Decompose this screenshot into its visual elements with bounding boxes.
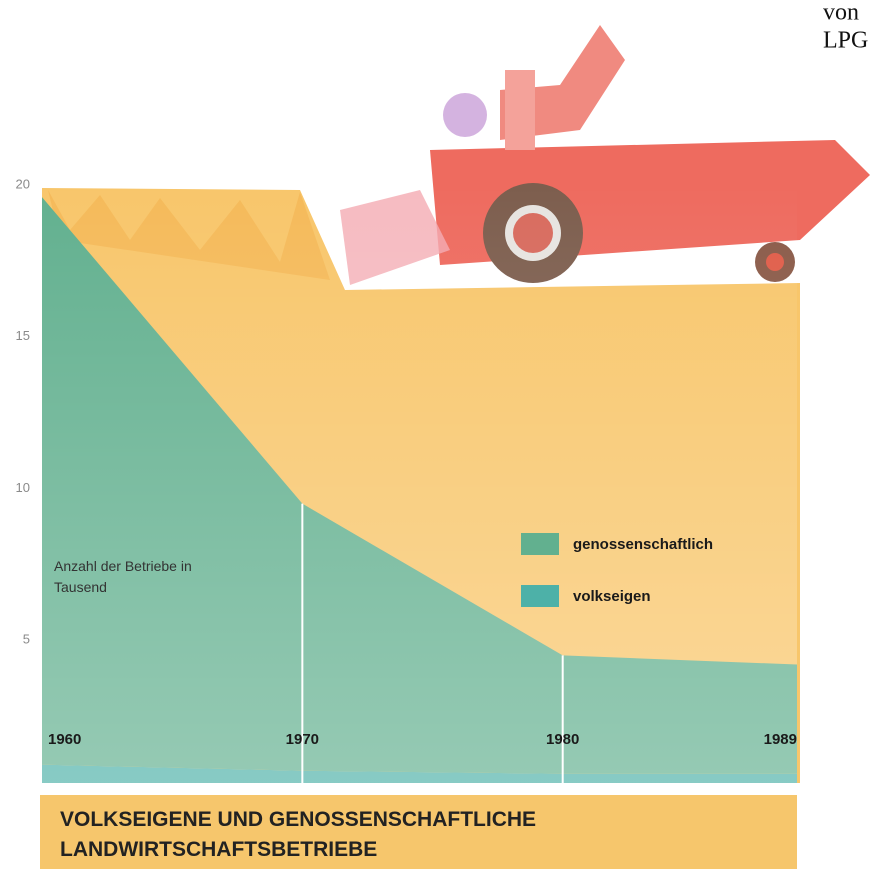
axis-label: Anzahl der Betriebe in Tausend (54, 558, 192, 595)
x-tick-label: 1989 (764, 731, 797, 748)
legend-swatch (521, 533, 559, 555)
top-text: LPG (823, 28, 868, 54)
x-tick-label: 1970 (286, 731, 319, 748)
area-shading (42, 185, 797, 783)
y-tick-label: 10 (16, 480, 30, 495)
y-tick-label: 15 (16, 328, 30, 343)
title-box: VOLKSEIGENE UND GENOSSENSCHAFTLICHE LAND… (40, 795, 797, 869)
legend-swatch (521, 585, 559, 607)
chart-title: VOLKSEIGENE UND GENOSSENSCHAFTLICHE LAND… (60, 808, 537, 861)
legend-label: genossenschaftlich (573, 536, 713, 553)
y-tick-label: 20 (16, 176, 30, 191)
legend-label: volkseigen (573, 588, 651, 605)
y-tick-label: 5 (23, 632, 30, 647)
plot-area (42, 185, 797, 783)
x-tick-label: 1980 (546, 731, 579, 748)
x-tick-label: 1960 (48, 731, 81, 748)
top-text: von (823, 0, 859, 26)
